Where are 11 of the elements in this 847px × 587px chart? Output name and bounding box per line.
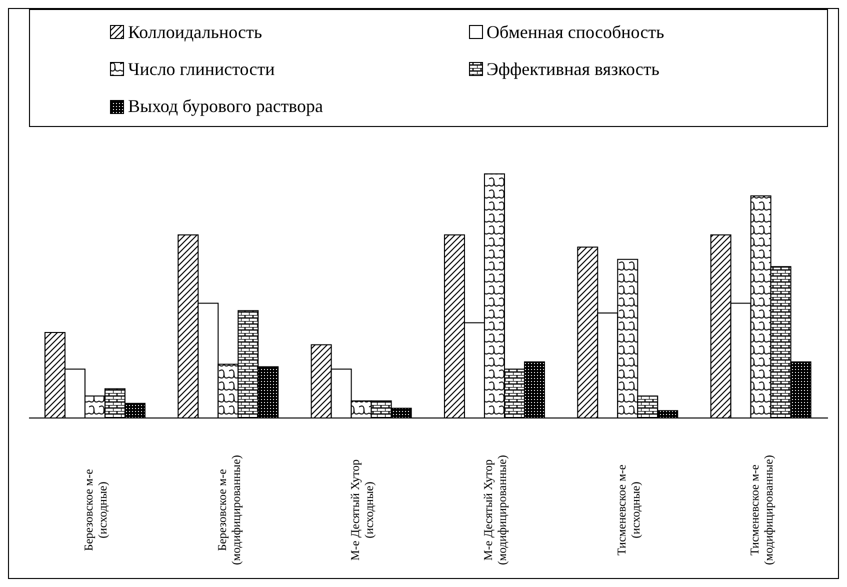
x-tick-label: Березовское м-е (модифицированные) [214,455,243,565]
legend-label: Выход бурового раствора [128,96,324,118]
legend-label: Число глинистости [128,58,275,80]
legend-label: Эффективная вязкость [486,58,660,80]
legend-label: Обменная способность [486,22,664,42]
x-tick-label: Березовское м-е (исходные) [82,469,110,551]
x-tick-label: М-е Десятый Хутор (модифицированные) [481,455,510,565]
x-tick-label: М-е Десятый Хутор (исходные) [348,459,376,561]
legend-label: Коллоидальность [128,22,262,42]
x-tick-label: Тисменевское м-е (исходные) [614,464,642,556]
x-tick-label: Тисменевское м-е (модифицированные) [747,455,776,565]
